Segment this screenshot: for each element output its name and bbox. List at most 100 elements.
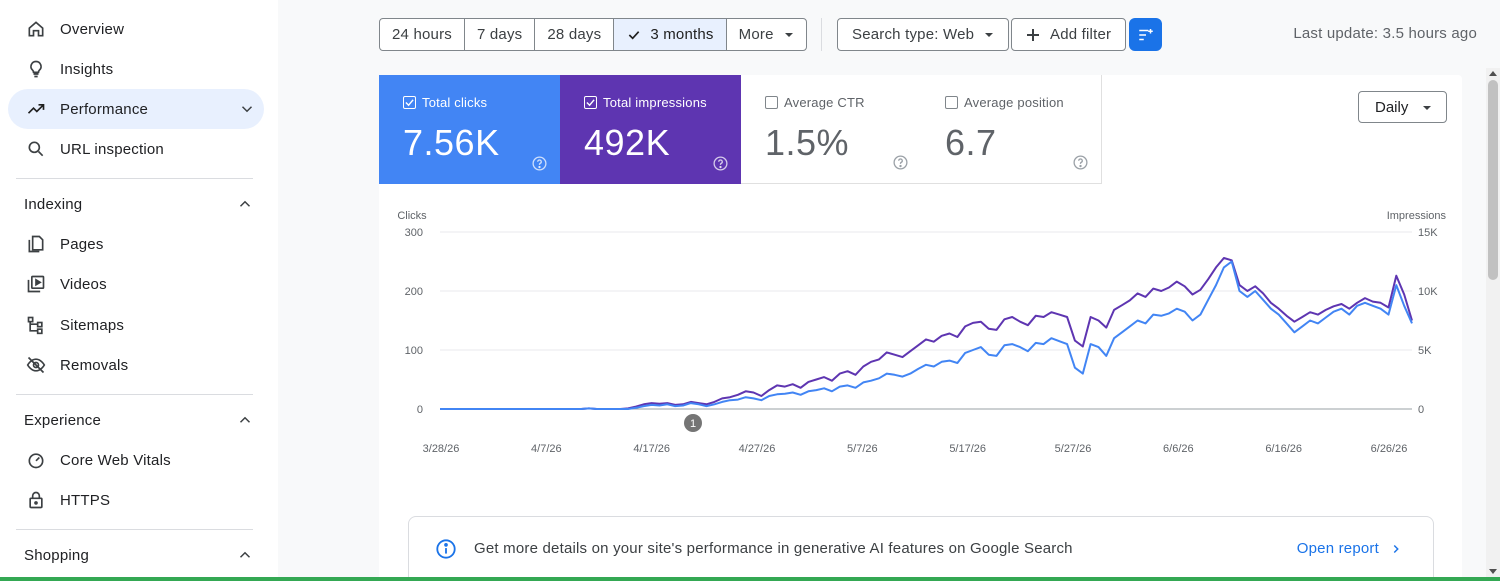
help-icon[interactable]	[892, 154, 909, 171]
metric-average-position[interactable]: Average position 6.7	[921, 75, 1102, 184]
section-shopping[interactable]: Shopping	[24, 543, 264, 567]
sidebar-item-core-web-vitals[interactable]: Core Web Vitals	[8, 440, 264, 480]
scrollbar[interactable]	[1486, 68, 1500, 581]
chevron-up-icon[interactable]	[236, 195, 254, 213]
toolbar: 24 hours 7 days 28 days 3 months More Se…	[278, 0, 1500, 68]
chevron-up-icon[interactable]	[236, 546, 254, 564]
help-icon[interactable]	[531, 155, 548, 172]
metric-value: 6.7	[945, 122, 997, 163]
range-7-days[interactable]: 7 days	[465, 19, 536, 50]
performance-chart[interactable]: Clicks Impressions 300 15K 200 10K 100 5K 0 0 3/28…	[379, 195, 1462, 465]
sidebar-item-videos[interactable]: Videos	[8, 264, 264, 304]
sidebar-item-removals[interactable]: Removals	[8, 345, 264, 385]
caret-down-icon	[784, 32, 793, 37]
chevron-up-icon[interactable]	[236, 411, 254, 429]
section-indexing[interactable]: Indexing	[24, 192, 264, 216]
metric-label: Average CTR	[784, 95, 865, 110]
sidebar-item-label: HTTPS	[60, 491, 111, 509]
checkbox-checked-icon[interactable]	[584, 96, 597, 109]
range-label: 28 days	[547, 26, 602, 43]
section-title: Experience	[24, 411, 102, 429]
range-more[interactable]: More	[727, 19, 806, 50]
x-tick-label: 3/28/26	[423, 443, 460, 455]
section-title: Shopping	[24, 546, 89, 564]
sidebar-item-label: Overview	[60, 20, 125, 38]
caret-down-icon	[985, 32, 994, 37]
sidebar-item-sitemaps[interactable]: Sitemaps	[8, 305, 264, 345]
annotation-marker	[684, 414, 702, 432]
metric-total-impressions[interactable]: Total impressions 492K	[560, 75, 741, 184]
range-label: More	[738, 26, 774, 43]
scrollbar-thumb[interactable]	[1488, 80, 1498, 280]
range-3-months[interactable]: 3 months	[614, 19, 727, 50]
sidebar-item-label: Sitemaps	[60, 316, 125, 334]
check-icon	[629, 30, 640, 40]
sidebar-item-overview[interactable]: Overview	[8, 9, 264, 49]
sidebar-item-insights[interactable]: Insights	[8, 49, 264, 89]
sidebar-item-label: Performance	[60, 100, 149, 118]
sidebar-item-https[interactable]: HTTPS	[8, 480, 264, 520]
metric-total-clicks[interactable]: Total clicks 7.56K	[379, 75, 560, 184]
range-24-hours[interactable]: 24 hours	[380, 19, 465, 50]
chevron-right-icon[interactable]	[1389, 542, 1403, 556]
range-28-days[interactable]: 28 days	[535, 19, 615, 50]
divider	[16, 529, 253, 530]
divider	[16, 178, 253, 179]
ai-features-banner: Get more details on your site's performa…	[408, 516, 1434, 581]
last-update-text: Last update: 3.5 hours ago	[1293, 25, 1477, 42]
divider	[16, 394, 253, 395]
sidebar-item-label: Videos	[60, 275, 107, 293]
search-type-label: Search type: Web	[852, 26, 975, 43]
caret-down-icon	[1423, 106, 1431, 110]
chevron-down-icon[interactable]	[238, 100, 256, 118]
help-icon[interactable]	[1072, 154, 1089, 171]
range-label: 3 months	[650, 26, 714, 43]
section-experience[interactable]: Experience	[24, 408, 264, 432]
filter-settings-button[interactable]	[1129, 18, 1162, 51]
banner-text: Get more details on your site's performa…	[474, 540, 1073, 557]
help-icon[interactable]	[712, 155, 729, 172]
scroll-up-icon[interactable]	[1489, 70, 1497, 76]
metric-value: 7.56K	[403, 122, 500, 163]
series-line-clicks	[440, 260, 1413, 410]
checkbox-unchecked-icon[interactable]	[945, 96, 958, 109]
x-tick-label: 4/17/26	[633, 443, 670, 455]
add-filter-label: Add filter	[1050, 26, 1112, 43]
sidebar-item-url-inspection[interactable]: URL inspection	[8, 129, 264, 169]
sidebar-item-label: Removals	[60, 356, 129, 374]
info-icon	[436, 539, 456, 559]
checkbox-checked-icon[interactable]	[403, 96, 416, 109]
x-tick-label: 6/26/26	[1371, 443, 1408, 455]
sidebar-item-label: Insights	[60, 60, 114, 78]
filter-settings-icon	[1138, 28, 1153, 40]
section-title: Indexing	[24, 195, 83, 213]
metric-value: 492K	[584, 122, 671, 163]
range-label: 7 days	[476, 26, 523, 43]
eye-off-icon	[26, 355, 46, 375]
x-tick-label: 6/16/26	[1265, 443, 1302, 455]
plus-icon	[1027, 28, 1039, 41]
metric-value: 1.5%	[765, 122, 850, 163]
granularity-select[interactable]: Daily	[1358, 91, 1447, 123]
sitemap-icon	[26, 315, 46, 335]
search-type-button[interactable]: Search type: Web	[837, 18, 1010, 51]
right-tick-label: 10K	[1418, 286, 1438, 298]
sidebar-item-pages[interactable]: Pages	[8, 224, 264, 264]
right-tick-label: 0	[1418, 404, 1424, 416]
main-content: 24 hours 7 days 28 days 3 months More Se…	[278, 0, 1500, 581]
toolbar-divider	[821, 18, 822, 51]
open-report-link[interactable]: Open report	[1296, 540, 1379, 557]
add-filter-button[interactable]: Add filter	[1011, 18, 1127, 51]
lock-icon	[26, 490, 46, 510]
metric-average-ctr[interactable]: Average CTR 1.5%	[741, 75, 922, 184]
lightbulb-icon	[26, 59, 46, 79]
right-axis-title: Impressions	[1387, 210, 1447, 222]
sidebar-item-performance[interactable]: Performance	[8, 89, 264, 129]
sidebar: Overview Insights Performance URL inspec…	[0, 0, 278, 581]
x-tick-label: 4/27/26	[739, 443, 776, 455]
series-line-impressions	[440, 257, 1413, 410]
checkbox-unchecked-icon[interactable]	[765, 96, 778, 109]
scroll-down-icon[interactable]	[1489, 569, 1497, 575]
bottom-strip	[0, 577, 1500, 581]
granularity-label: Daily	[1375, 98, 1409, 116]
